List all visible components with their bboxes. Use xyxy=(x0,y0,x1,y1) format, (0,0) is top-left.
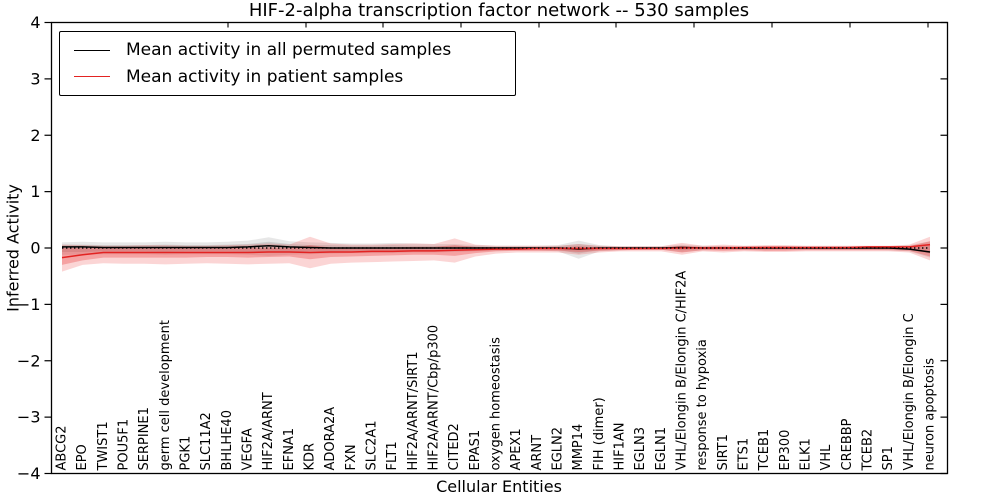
x-category-label: VEGFA xyxy=(241,428,256,470)
x-category-label: HIF1AN xyxy=(613,423,628,471)
x-category-label: BHLHE40 xyxy=(220,410,235,470)
y-tick-label: −3 xyxy=(17,408,41,427)
x-category-label: ABCG2 xyxy=(55,425,70,470)
x-category-label: SIRT1 xyxy=(716,434,731,470)
x-category-label: KDR xyxy=(303,443,318,471)
x-category-label: VHL xyxy=(819,444,834,471)
x-category-label: VHL/Elongin B/Elongin C/HIF2A xyxy=(675,271,690,471)
x-category-label: APEX1 xyxy=(509,428,524,470)
x-category-label: ADORA2A xyxy=(323,407,338,471)
x-category-label: HIF2A/ARNT/Cbp/p300 xyxy=(427,325,442,471)
x-axis-label: Cellular Entities xyxy=(436,477,562,496)
y-axis-label: Inferred Activity xyxy=(3,184,23,312)
band-patient-outer xyxy=(62,236,930,272)
x-category-label: FIH (dimer) xyxy=(592,397,607,470)
x-category-label: FLT1 xyxy=(385,441,400,470)
x-category-label: TWIST1 xyxy=(96,421,111,471)
legend: Mean activity in all permuted samples Me… xyxy=(59,31,516,96)
x-category-label: FXN xyxy=(344,444,359,470)
legend-label: Mean activity in all permuted samples xyxy=(126,40,452,61)
x-category-label: EP300 xyxy=(778,430,793,471)
y-tick-label: 4 xyxy=(30,13,40,32)
x-category-label: VHL/Elongin B/Elongin C xyxy=(902,313,917,470)
x-category-label: TCEB2 xyxy=(861,429,876,472)
legend-label: Mean activity in patient samples xyxy=(126,66,404,87)
x-category-label: POU5F1 xyxy=(117,419,132,471)
x-category-label: EGLN1 xyxy=(654,427,669,471)
x-category-label: oxygen homeostasis xyxy=(489,337,504,471)
x-category-label: germ cell development xyxy=(158,320,173,470)
x-category-label: EGLN3 xyxy=(633,427,648,471)
y-tick-label: 0 xyxy=(30,239,40,258)
legend-entry-permuted: Mean activity in all permuted samples xyxy=(74,40,509,60)
x-category-label: MMP14 xyxy=(571,424,586,471)
x-category-label: ELK1 xyxy=(799,438,814,470)
x-category-label: SERPINE1 xyxy=(137,407,152,470)
x-category-label: CITED2 xyxy=(447,423,462,470)
legend-line-sample-black xyxy=(74,49,110,51)
x-category-label: ARNT xyxy=(530,435,545,471)
y-tick-label: 2 xyxy=(30,126,40,145)
x-category-label: HIF2A/ARNT xyxy=(261,392,276,470)
legend-entry-patient: Mean activity in patient samples xyxy=(74,67,509,87)
y-tick-label: −1 xyxy=(17,295,41,314)
y-tick-label: −4 xyxy=(17,464,41,483)
x-category-label: EGLN2 xyxy=(551,427,566,471)
x-category-label: ETS1 xyxy=(737,438,752,471)
x-category-label: CREBBP xyxy=(840,418,855,470)
x-category-label: EPAS1 xyxy=(468,430,483,471)
x-category-label: neuron apoptosis xyxy=(923,358,938,471)
series-line-patient xyxy=(61,243,931,259)
x-category-label: TCEB1 xyxy=(757,429,772,472)
x-category-label: SLC11A2 xyxy=(199,412,214,470)
y-tick-label: 1 xyxy=(30,182,40,201)
y-tick-label: 3 xyxy=(30,69,40,88)
x-category-label: PGK1 xyxy=(179,436,194,471)
x-category-label: EPO xyxy=(75,444,90,470)
chart-title: HIF-2-alpha transcription factor network… xyxy=(248,0,750,21)
legend-line-sample-red xyxy=(74,76,110,78)
y-tick-label: −2 xyxy=(17,351,41,370)
x-category-label: EFNA1 xyxy=(282,428,297,471)
x-category-label: SP1 xyxy=(881,446,896,470)
band-patient-inner xyxy=(62,241,930,265)
x-category-label: SLC2A1 xyxy=(365,420,380,470)
x-category-label: HIF2A/ARNT/SIRT1 xyxy=(406,352,421,471)
x-category-label: response to hypoxia xyxy=(695,339,710,470)
